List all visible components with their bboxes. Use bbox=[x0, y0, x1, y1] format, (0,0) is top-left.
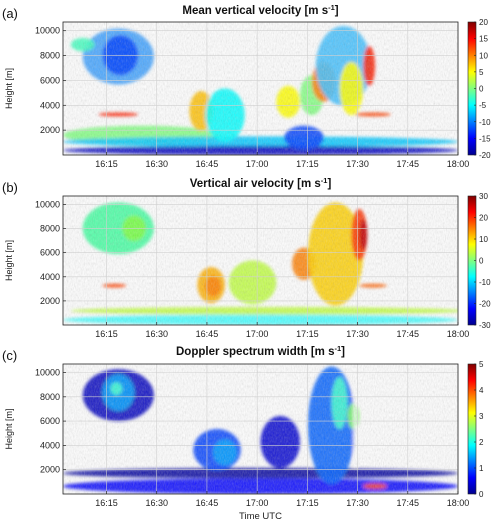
colorbar-tick-label: 20 bbox=[479, 214, 488, 223]
colorbar-tick-label: 30 bbox=[479, 192, 488, 201]
colorbar-tick-label: 5 bbox=[479, 68, 484, 77]
colorbar-tick-label: 4 bbox=[479, 386, 484, 395]
plot-frame bbox=[62, 195, 459, 326]
y-tick-label: 10000 bbox=[35, 199, 60, 209]
chart-title: Vertical air velocity [m s-1] bbox=[190, 176, 332, 190]
colorbar-tick-label: 10 bbox=[479, 51, 488, 60]
colorbar-tick-label: -10 bbox=[479, 278, 491, 287]
y-tick-label: 4000 bbox=[40, 440, 60, 450]
x-tick-label: 17:30 bbox=[346, 329, 369, 339]
x-tick-label: 18:00 bbox=[447, 498, 470, 508]
y-axis-label: Height [m] bbox=[4, 408, 14, 449]
x-tick-label: 16:45 bbox=[196, 498, 219, 508]
heatmap-texture bbox=[63, 22, 458, 155]
colorbar-tick-label: -10 bbox=[479, 118, 491, 127]
y-tick-label: 2000 bbox=[40, 296, 60, 306]
y-tick-label: 4000 bbox=[40, 272, 60, 282]
x-tick-label: 18:00 bbox=[447, 159, 470, 169]
y-tick-label: 8000 bbox=[40, 392, 60, 402]
x-tick-label: 17:30 bbox=[346, 498, 369, 508]
y-tick-label: 2000 bbox=[40, 125, 60, 135]
x-tick-label: 17:45 bbox=[397, 159, 420, 169]
colorbar-tick-label: 1 bbox=[479, 464, 484, 473]
x-tick-label: 16:30 bbox=[145, 498, 168, 508]
colorbar-tick-label: -20 bbox=[479, 300, 491, 309]
x-tick-label: 17:00 bbox=[246, 329, 269, 339]
x-axis-label: Time UTC bbox=[239, 511, 282, 521]
colorbar-tick-label: -30 bbox=[479, 321, 491, 330]
colorbar-tick-label: -15 bbox=[479, 134, 491, 143]
colorbar-tick-label: 0 bbox=[479, 257, 484, 266]
x-tick-label: 17:45 bbox=[397, 498, 420, 508]
colorbar-tick-label: 3 bbox=[479, 412, 484, 421]
y-tick-label: 6000 bbox=[40, 248, 60, 258]
colorbar-tick-label: 5 bbox=[479, 360, 484, 369]
colorbar-tick-label: 10 bbox=[479, 235, 488, 244]
colorbar-tick-label: 20 bbox=[479, 18, 488, 27]
x-tick-label: 17:15 bbox=[296, 498, 319, 508]
panel-label: (b) bbox=[2, 180, 18, 195]
colorbar-tick-label: 2 bbox=[479, 438, 484, 447]
heatmap-texture bbox=[63, 196, 458, 325]
x-tick-label: 17:15 bbox=[296, 329, 319, 339]
chart-title: Mean vertical velocity [m s-1] bbox=[182, 3, 338, 17]
colorbar bbox=[467, 363, 477, 495]
panel-0: 16:15 16:30 16:45 17:00 17:15 17:30 17:45 18:00… bbox=[2, 3, 491, 169]
y-axis-label: Height [m] bbox=[4, 240, 14, 281]
x-tick-label: 17:45 bbox=[397, 329, 420, 339]
colorbar-tick-label: 15 bbox=[479, 35, 488, 44]
panel-2: 16:15 16:30 16:45 17:00 17:15 17:30 17:45 18:00… bbox=[2, 344, 484, 522]
x-tick-label: 16:45 bbox=[196, 329, 219, 339]
y-axis-label: Height [m] bbox=[4, 68, 14, 109]
panel-1: 16:15 16:30 16:45 17:00 17:15 17:30 17:45 18:00… bbox=[2, 176, 491, 339]
y-tick-label: 2000 bbox=[40, 465, 60, 475]
x-tick-label: 18:00 bbox=[447, 329, 470, 339]
x-tick-label: 16:30 bbox=[145, 329, 168, 339]
y-tick-label: 10000 bbox=[35, 368, 60, 378]
y-tick-label: 10000 bbox=[35, 26, 60, 36]
x-tick-label: 17:30 bbox=[346, 159, 369, 169]
chart-title: Doppler spectrum width [m s-1] bbox=[176, 344, 345, 358]
colorbar-tick-label: -5 bbox=[479, 101, 487, 110]
x-tick-label: 16:15 bbox=[95, 329, 118, 339]
colorbar-tick-label: 0 bbox=[479, 490, 484, 499]
y-tick-label: 8000 bbox=[40, 51, 60, 61]
heatmap-texture bbox=[63, 364, 458, 494]
y-tick-label: 6000 bbox=[40, 75, 60, 85]
plot-frame bbox=[62, 21, 459, 156]
plot-frame bbox=[62, 363, 459, 495]
colorbar-tick-label: -20 bbox=[479, 151, 491, 160]
colorbar-tick-label: 0 bbox=[479, 85, 484, 94]
panel-label: (a) bbox=[2, 6, 18, 21]
x-tick-label: 16:45 bbox=[196, 159, 219, 169]
y-tick-label: 6000 bbox=[40, 416, 60, 426]
x-tick-label: 16:30 bbox=[145, 159, 168, 169]
y-tick-label: 8000 bbox=[40, 224, 60, 234]
x-tick-label: 17:15 bbox=[296, 159, 319, 169]
panel-label: (c) bbox=[2, 348, 17, 363]
x-tick-label: 17:00 bbox=[246, 159, 269, 169]
y-tick-label: 4000 bbox=[40, 100, 60, 110]
x-tick-label: 16:15 bbox=[95, 498, 118, 508]
x-tick-label: 17:00 bbox=[246, 498, 269, 508]
x-tick-label: 16:15 bbox=[95, 159, 118, 169]
